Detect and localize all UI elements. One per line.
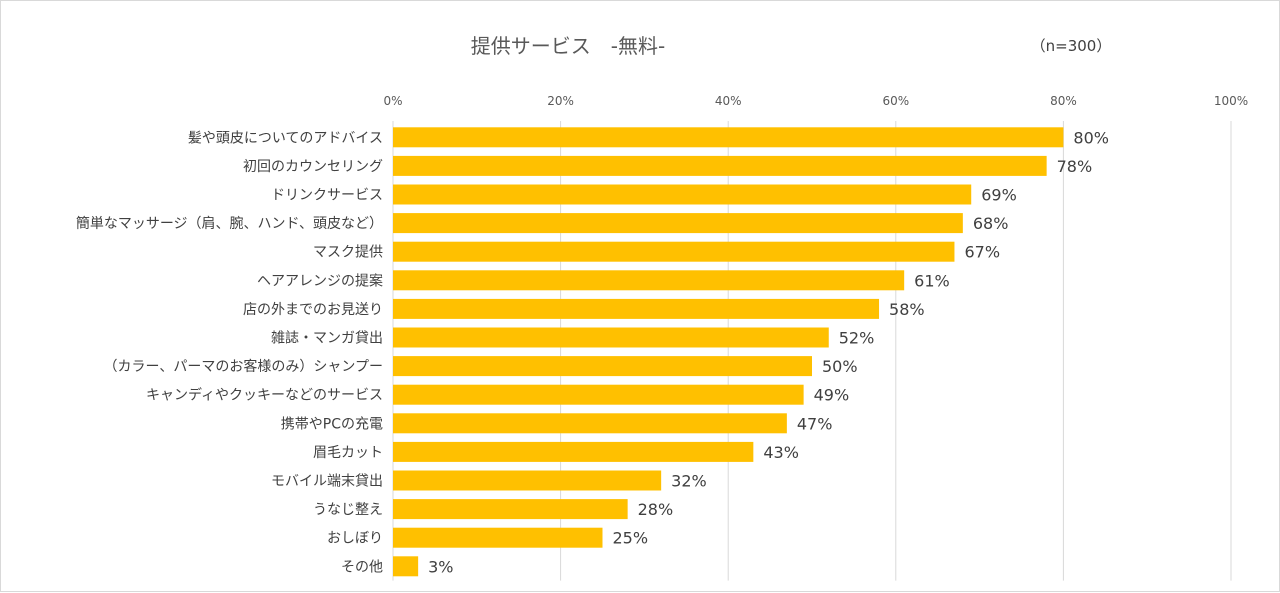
category-label: 簡単なマッサージ（肩、腕、ハンド、頭皮など）	[76, 216, 383, 232]
value-label: 67%	[964, 243, 1000, 262]
sample-size-note: （n=300）	[1031, 37, 1112, 55]
category-label: 店の外までのお見送り	[243, 302, 383, 318]
x-tick-label: 0%	[383, 94, 402, 108]
x-tick-label: 40%	[715, 94, 742, 108]
value-label: 3%	[428, 557, 453, 576]
bar	[393, 127, 1064, 148]
bar	[393, 213, 963, 234]
category-label: キャンディやクッキーなどのサービス	[146, 387, 383, 404]
bar	[393, 413, 787, 434]
category-labels: 髪や頭皮についてのアドバイス初回のカウンセリングドリンクサービス簡単なマッサージ…	[76, 130, 383, 575]
bar	[393, 527, 603, 548]
category-label: 初回のカウンセリング	[243, 158, 383, 175]
category-label: モバイル端末貸出	[271, 474, 383, 490]
category-label: うなじ整え	[313, 502, 383, 518]
value-label: 69%	[981, 186, 1017, 205]
value-label: 80%	[1073, 128, 1109, 147]
category-label: 携帯やPCの充電	[281, 416, 383, 432]
value-label: 58%	[889, 300, 925, 319]
x-tick-label: 100%	[1214, 94, 1248, 108]
category-label: 髪や頭皮についてのアドバイス	[188, 130, 383, 146]
bar	[393, 470, 662, 491]
x-tick-label: 60%	[882, 94, 909, 108]
bar	[393, 298, 880, 319]
value-labels: 80% 78% 69% 68% 67% 61% 58% 52% 50% 49% 47% 43% 32% 2…	[428, 128, 1109, 576]
value-label: 47%	[797, 414, 833, 433]
x-axis-ticks: 0% 20% 40% 60% 80% 100%	[383, 94, 1248, 108]
bars	[393, 127, 1064, 577]
bar	[393, 556, 419, 577]
chart-title: 提供サービス -無料-	[471, 34, 665, 58]
category-label: ヘアアレンジの提案	[257, 272, 383, 289]
x-tick-label: 80%	[1050, 94, 1077, 108]
value-label: 32%	[671, 472, 707, 491]
category-label: おしぼり	[327, 531, 383, 547]
category-label: 眉毛カット	[313, 445, 383, 461]
value-label: 52%	[839, 329, 875, 348]
bar	[393, 270, 905, 291]
value-label: 50%	[822, 357, 858, 376]
x-tick-label: 20%	[547, 94, 574, 108]
bar	[393, 356, 812, 377]
bar	[393, 441, 754, 462]
bar	[393, 184, 972, 205]
category-label: （カラー、パーマのお客様のみ）シャンプー	[104, 358, 383, 375]
category-label: ドリンクサービス	[271, 188, 383, 204]
value-label: 78%	[1057, 157, 1093, 176]
value-label: 43%	[763, 443, 799, 462]
bar	[393, 384, 804, 405]
bar	[393, 327, 829, 348]
value-label: 49%	[814, 386, 850, 405]
bar	[393, 499, 628, 520]
bar	[393, 155, 1047, 176]
bar	[393, 241, 955, 262]
value-label: 28%	[638, 500, 674, 519]
category-label: 雑誌・マンガ貸出	[271, 331, 383, 347]
value-label: 25%	[613, 529, 649, 548]
category-label: マスク提供	[313, 245, 383, 261]
value-label: 68%	[973, 214, 1009, 233]
category-label: その他	[341, 559, 383, 575]
value-label: 61%	[914, 271, 950, 290]
